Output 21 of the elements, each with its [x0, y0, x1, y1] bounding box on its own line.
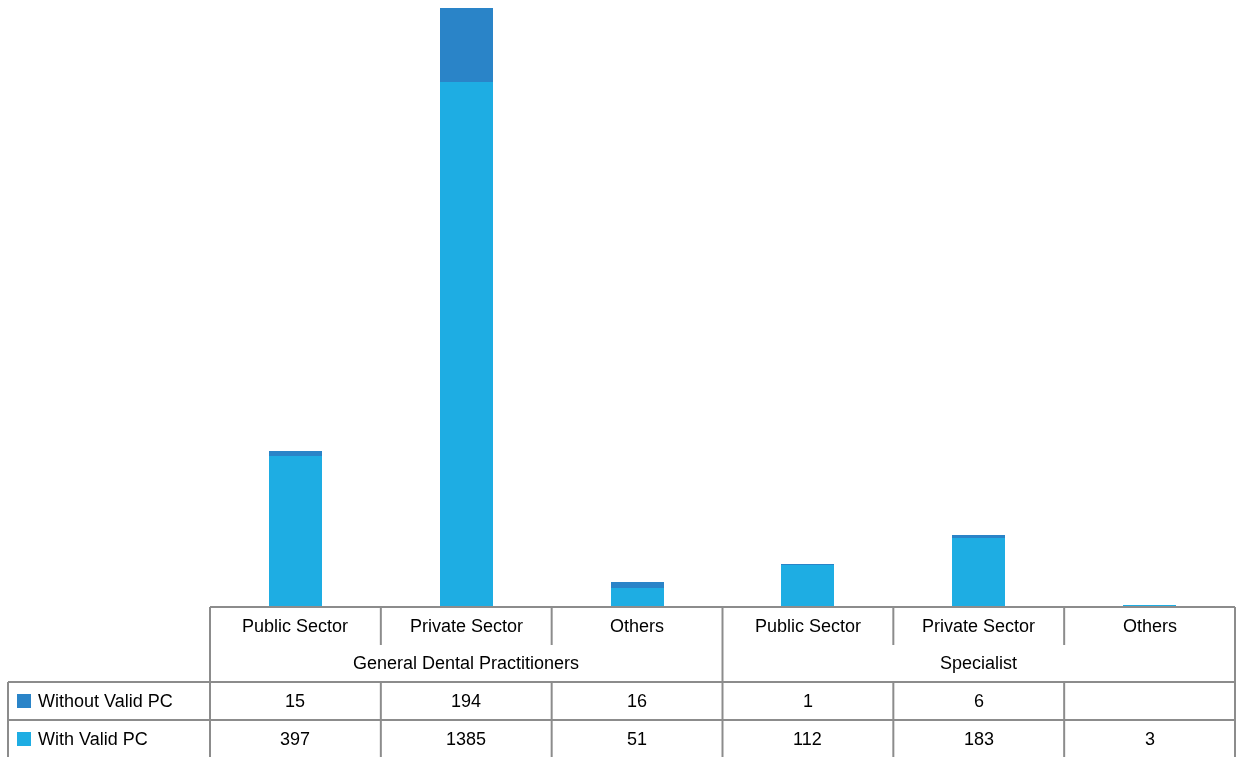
- data-label: 112: [793, 729, 822, 749]
- data-label: 1: [803, 691, 814, 711]
- data-label: 6: [974, 691, 985, 711]
- data-label: 1385: [446, 729, 487, 749]
- data-label: 15: [285, 691, 306, 711]
- legend-label: Without Valid PC: [38, 691, 173, 711]
- legend-label: With Valid PC: [38, 729, 148, 749]
- data-label: 194: [451, 691, 482, 711]
- x-tick-label: Others: [610, 616, 665, 636]
- text: Specialist: [940, 653, 1018, 673]
- x-tick-label: Others: [1123, 616, 1178, 636]
- text: General Dental Practitioners: [353, 653, 580, 673]
- data-label: 183: [964, 729, 995, 749]
- x-tick-label: Private Sector: [410, 616, 524, 636]
- data-label: 3: [1145, 729, 1156, 749]
- x-tick-label: Public Sector: [242, 616, 349, 636]
- x-tick-label: Private Sector: [922, 616, 1036, 636]
- data-label: 397: [280, 729, 311, 749]
- data-label: 51: [627, 729, 648, 749]
- data-label: 16: [627, 691, 648, 711]
- x-tick-label: Public Sector: [755, 616, 862, 636]
